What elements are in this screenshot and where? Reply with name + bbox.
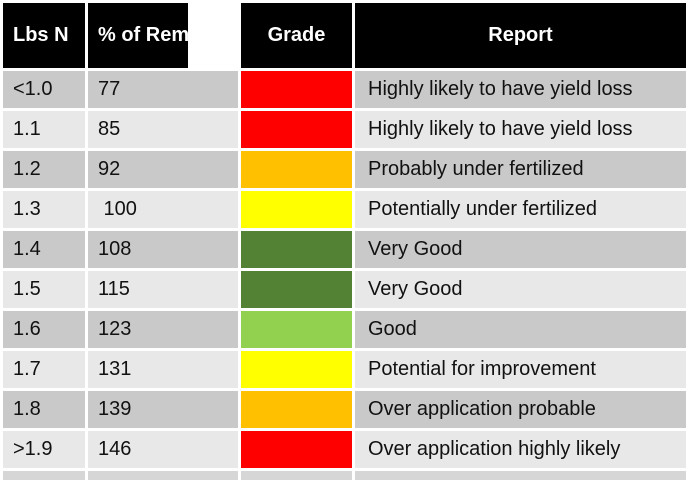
grade-color-cell xyxy=(241,191,352,228)
lbs-n-cell: >1.9 xyxy=(3,431,85,468)
partial-row-report-cell xyxy=(355,471,686,480)
grade-color-cell xyxy=(241,111,352,148)
grade-color-cell xyxy=(241,231,352,268)
lbs-n-cell: <1.0 xyxy=(3,71,85,108)
report-cell: Very Good xyxy=(355,271,686,308)
report-cell: Over application probable xyxy=(355,391,686,428)
lbs-n-cell: 1.2 xyxy=(3,151,85,188)
grade-color-cell xyxy=(241,351,352,388)
lbs-n-cell: 1.3 xyxy=(3,191,85,228)
grade-color-cell xyxy=(241,431,352,468)
pct-removal-cell: 92 xyxy=(88,151,238,188)
partial-row-grade-cell xyxy=(241,471,352,480)
pct-removal-cell: 131 xyxy=(88,351,238,388)
pct-removal-cell: 108 xyxy=(88,231,238,268)
lbs-n-cell: 1.5 xyxy=(3,271,85,308)
grade-color-cell xyxy=(241,71,352,108)
header-report: Report xyxy=(355,3,686,68)
pct-removal-cell: 115 xyxy=(88,271,238,308)
report-cell: Potential for improvement xyxy=(355,351,686,388)
header-lbs-n: Lbs N xyxy=(3,3,85,68)
report-cell: Potentially under fertilized xyxy=(355,191,686,228)
partial-row-lbs-cell xyxy=(3,471,85,480)
report-cell: Good xyxy=(355,311,686,348)
lbs-n-cell: 1.1 xyxy=(3,111,85,148)
pct-removal-cell: 100 xyxy=(88,191,238,228)
lbs-n-cell: 1.8 xyxy=(3,391,85,428)
report-cell: Very Good xyxy=(355,231,686,268)
grade-color-cell xyxy=(241,391,352,428)
lbs-n-cell: 1.4 xyxy=(3,231,85,268)
pct-removal-cell: 77 xyxy=(88,71,238,108)
pct-removal-cell: 123 xyxy=(88,311,238,348)
report-cell: Highly likely to have yield loss xyxy=(355,71,686,108)
grade-color-cell xyxy=(241,311,352,348)
pct-removal-cell: 85 xyxy=(88,111,238,148)
report-cell: Over application highly likely xyxy=(355,431,686,468)
partial-row-pct-cell xyxy=(88,471,238,480)
grade-color-cell xyxy=(241,151,352,188)
report-cell: Highly likely to have yield loss xyxy=(355,111,686,148)
pct-removal-cell: 146 xyxy=(88,431,238,468)
header-grade: Grade xyxy=(241,3,352,68)
grade-color-cell xyxy=(241,271,352,308)
nitrogen-grade-table: Lbs N % of Removal Grade Report <1.0 77 … xyxy=(3,3,686,480)
lbs-n-cell: 1.6 xyxy=(3,311,85,348)
header-pct-removal: % of Removal xyxy=(88,3,188,68)
lbs-n-cell: 1.7 xyxy=(3,351,85,388)
pct-removal-cell: 139 xyxy=(88,391,238,428)
report-cell: Probably under fertilized xyxy=(355,151,686,188)
